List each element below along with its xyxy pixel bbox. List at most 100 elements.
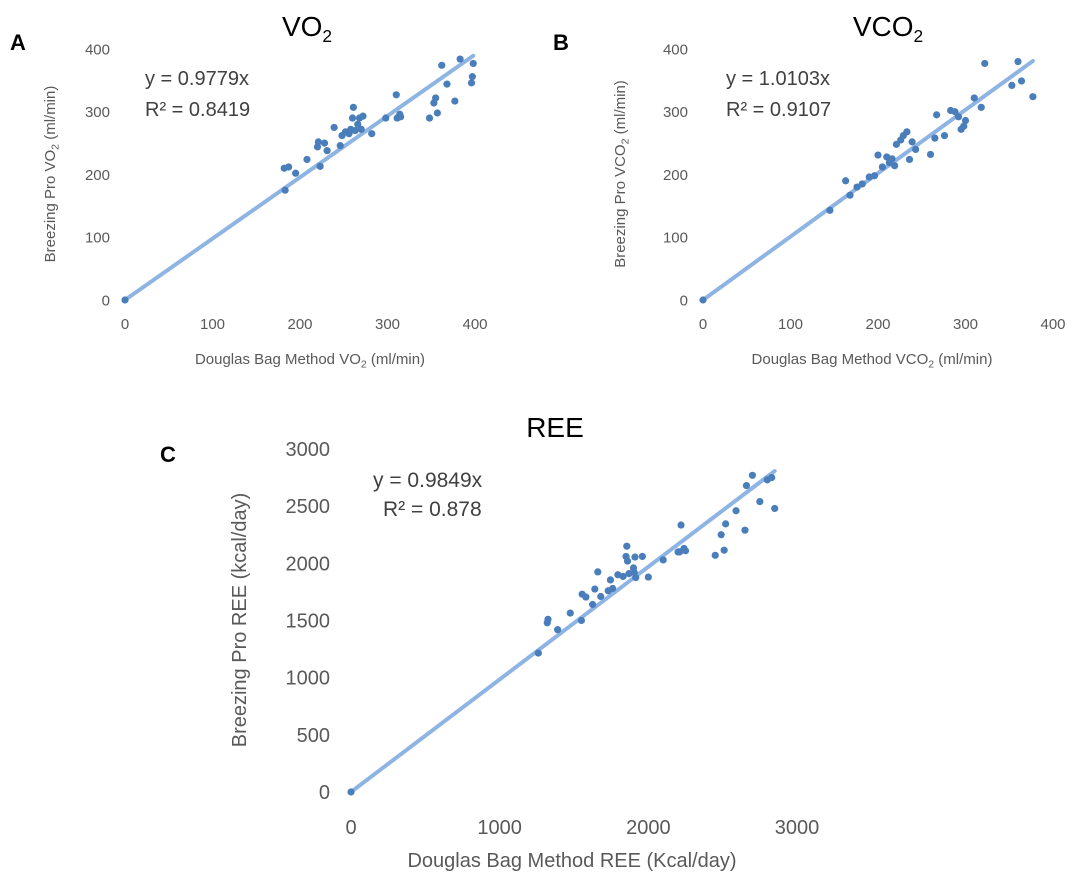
data-point	[432, 94, 440, 102]
panel-letter: C	[160, 442, 176, 467]
text-main: Douglas Bag Method VCO	[752, 351, 929, 368]
data-point	[354, 120, 362, 128]
data-point	[892, 140, 900, 148]
data-point	[443, 80, 451, 88]
data-point	[720, 546, 728, 554]
text-subscript: 2	[322, 26, 332, 46]
chart-title: VCO2	[853, 11, 923, 46]
data-point	[594, 568, 602, 576]
x-axis-label: Douglas Bag Method VO2 (ml/min)	[195, 351, 425, 371]
x-tick-label: 2000	[626, 817, 671, 839]
data-point	[891, 162, 899, 170]
data-point	[588, 600, 597, 609]
data-point	[351, 126, 359, 135]
data-point	[566, 609, 574, 617]
data-point	[977, 103, 985, 111]
data-point	[940, 131, 949, 140]
data-point	[912, 145, 920, 153]
data-point	[853, 183, 861, 191]
data-point	[330, 123, 338, 132]
panel-letter: A	[10, 30, 26, 55]
data-point	[320, 139, 329, 147]
x-tick-label: 0	[699, 316, 707, 333]
data-point	[888, 155, 896, 163]
data-point	[870, 172, 879, 180]
data-point	[732, 507, 740, 515]
data-point	[826, 206, 834, 214]
y-tick-label: 100	[663, 230, 688, 247]
data-point	[741, 526, 749, 534]
r-squared-label: R² = 0.8419	[145, 99, 250, 121]
text-main: Breezing Pro VCO	[612, 144, 629, 267]
text-suffix: (ml/min)	[934, 351, 992, 368]
y-tick-label: 300	[663, 104, 688, 121]
data-point	[292, 169, 300, 177]
text-suffix: (ml/min)	[367, 351, 425, 368]
data-point	[281, 186, 289, 194]
data-point	[742, 481, 751, 490]
x-tick-label: 300	[953, 316, 978, 333]
data-point	[1017, 77, 1026, 85]
y-tick-label: 400	[663, 41, 688, 58]
trendline	[123, 53, 476, 302]
data-point	[314, 138, 322, 146]
data-point	[638, 552, 646, 561]
data-point	[981, 59, 989, 68]
y-axis-label: Breezing Pro REE (kcal/day)	[229, 493, 251, 748]
data-point	[623, 557, 632, 565]
x-tick-label: 300	[375, 316, 400, 333]
text-suffix: (ml/min)	[612, 80, 629, 138]
y-tick-label: 1000	[286, 668, 331, 690]
data-point	[681, 547, 690, 555]
data-point	[717, 531, 725, 539]
y-tick-label: 100	[85, 230, 110, 247]
data-point	[632, 574, 640, 582]
data-point	[954, 113, 963, 121]
data-point	[933, 111, 941, 119]
y-tick-label: 2000	[286, 553, 331, 575]
data-point	[1029, 93, 1037, 101]
data-point	[456, 55, 464, 63]
data-point	[748, 471, 757, 479]
text-subscript: 2	[914, 26, 924, 46]
text-suffix: (ml/min)	[42, 86, 59, 144]
data-point	[771, 504, 779, 513]
data-point	[960, 122, 968, 130]
y-tick-label: 1500	[286, 611, 331, 633]
y-tick-label: 0	[102, 292, 110, 309]
data-point	[951, 108, 959, 116]
x-tick-label: 1000	[477, 817, 522, 839]
y-tick-label: 3000	[286, 439, 331, 461]
data-point	[722, 520, 730, 528]
data-point	[349, 103, 357, 111]
x-tick-label: 400	[1040, 316, 1065, 333]
data-point	[623, 542, 631, 550]
data-point	[606, 576, 615, 584]
data-point	[336, 142, 344, 150]
text-subscript: 2	[361, 359, 367, 371]
data-point	[631, 553, 639, 561]
data-point	[659, 556, 667, 564]
data-point	[285, 163, 293, 171]
data-point	[468, 73, 476, 81]
trendline	[349, 469, 777, 794]
r-squared-label: R² = 0.9107	[726, 99, 831, 121]
r-squared-label: R² = 0.878	[383, 498, 482, 521]
data-point	[554, 626, 562, 634]
data-point	[842, 177, 850, 185]
trendline	[701, 58, 1035, 302]
data-point	[874, 151, 882, 159]
data-point	[711, 551, 719, 559]
data-point	[438, 61, 446, 69]
y-tick-label: 200	[85, 167, 110, 184]
text-main: Breezing Pro REE (kcal/day)	[229, 493, 251, 748]
y-axis-label: Breezing Pro VO2 (ml/min)	[42, 86, 62, 263]
x-tick-label: 3000	[775, 817, 820, 839]
data-point	[359, 112, 367, 120]
y-axis-label: Breezing Pro VCO2 (ml/min)	[612, 80, 632, 268]
data-point	[348, 114, 357, 122]
y-tick-label: 500	[297, 725, 330, 747]
y-tick-label: 200	[663, 167, 688, 184]
data-point	[609, 584, 617, 593]
